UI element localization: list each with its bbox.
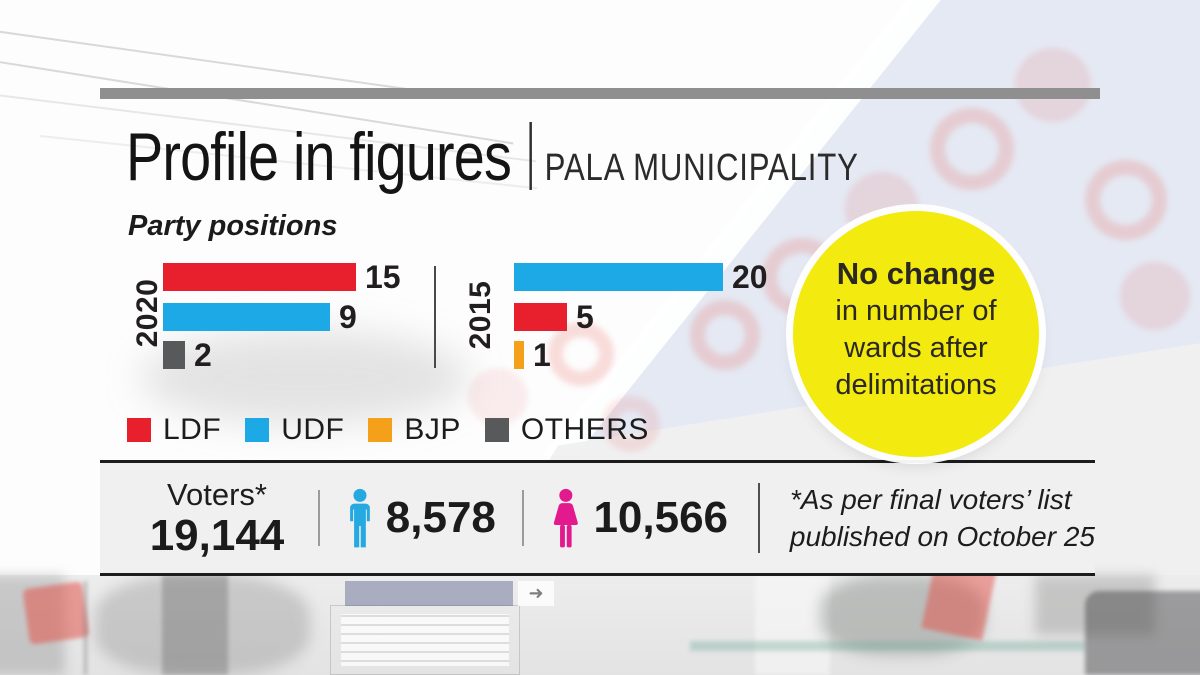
callout-text: delimitations bbox=[835, 369, 997, 401]
legend-item-udf: UDF bbox=[245, 413, 344, 447]
chart-legend: LDF UDF BJP OTHERS bbox=[127, 413, 649, 447]
legend-label: OTHERS bbox=[520, 413, 649, 446]
group-label-2020: 2020 bbox=[131, 278, 164, 348]
callout-text: in number of bbox=[835, 295, 997, 327]
footnote-line: published on October 25 bbox=[789, 521, 1095, 552]
bar-value: 2 bbox=[194, 337, 212, 373]
bar-2020-udf bbox=[163, 303, 330, 331]
legend-label: BJP bbox=[404, 413, 461, 446]
voters-footnote: *As per final voters’ list published on … bbox=[790, 481, 1095, 555]
group-label-2015: 2015 bbox=[464, 280, 497, 350]
bar-row: 1 bbox=[514, 337, 551, 373]
faded-letter-shape bbox=[930, 108, 1014, 190]
bar-row: 5 bbox=[514, 299, 594, 335]
bar-value: 20 bbox=[732, 259, 768, 295]
chart-group-divider bbox=[434, 266, 436, 368]
faded-letter-shape bbox=[468, 368, 528, 426]
legend-label: LDF bbox=[163, 413, 222, 446]
voters-total-block: Voters* 19,144 bbox=[142, 477, 292, 559]
panel-divider bbox=[318, 490, 320, 546]
street-photo-strip: ➜ bbox=[0, 557, 1200, 675]
bar-row: 15 bbox=[163, 259, 401, 295]
bar-row: 9 bbox=[163, 299, 357, 335]
faded-letter-shape bbox=[1085, 160, 1167, 240]
red-flag-shape bbox=[22, 581, 90, 645]
legend-swatch bbox=[368, 418, 393, 442]
male-icon bbox=[349, 488, 370, 547]
female-count: 10,566 bbox=[593, 493, 729, 542]
callout-text: wards after bbox=[844, 332, 988, 364]
voters-total-value: 19,144 bbox=[149, 511, 285, 560]
legend-swatch bbox=[484, 418, 509, 442]
legend-item-bjp: BJP bbox=[368, 413, 461, 447]
male-count: 8,578 bbox=[385, 493, 496, 542]
bar-2015-udf bbox=[514, 263, 723, 291]
bar-row: 20 bbox=[514, 259, 768, 295]
voters-panel: Voters* 19,144 8,578 10,566 *As per fina… bbox=[100, 460, 1095, 576]
bar-2020-others bbox=[163, 341, 185, 369]
bar-value: 15 bbox=[365, 259, 401, 295]
footnote-line: *As per final voters’ list bbox=[789, 484, 1072, 515]
pillar-shape bbox=[755, 575, 830, 675]
callout-circle: No change in number of wards after delim… bbox=[793, 211, 1039, 457]
bar-2015-bjp bbox=[514, 341, 524, 369]
bar-value: 5 bbox=[576, 299, 594, 335]
legend-swatch bbox=[245, 418, 270, 442]
voters-label: Voters* bbox=[167, 477, 267, 512]
powerline-shape bbox=[0, 28, 406, 90]
legend-swatch bbox=[127, 418, 151, 442]
notice-board-shape bbox=[330, 605, 520, 675]
bar-2020-ldf bbox=[163, 263, 356, 291]
panel-divider bbox=[758, 483, 760, 553]
pillar-shape bbox=[162, 575, 228, 675]
legend-label: UDF bbox=[281, 413, 345, 446]
bar-value: 1 bbox=[533, 337, 551, 373]
legend-item-others: OTHERS bbox=[484, 413, 649, 447]
tree-shape bbox=[95, 575, 310, 675]
callout-text-bold: No change bbox=[836, 256, 996, 291]
railing-shape bbox=[690, 641, 1085, 651]
bar-row: 2 bbox=[163, 337, 212, 373]
tree-shape bbox=[1035, 575, 1155, 635]
bus-shape bbox=[1085, 591, 1200, 675]
page-title: Profile in figures bbox=[126, 119, 512, 195]
faded-photo-shadow bbox=[140, 330, 470, 425]
female-icon bbox=[553, 488, 578, 547]
panel-divider bbox=[521, 490, 524, 546]
street-sign-shape bbox=[345, 581, 513, 606]
bar-value: 9 bbox=[339, 299, 357, 335]
chart-title: Party positions bbox=[128, 210, 338, 242]
flag-pole-shape bbox=[84, 581, 87, 675]
bar-2015-ldf bbox=[514, 303, 567, 331]
faded-letter-shape bbox=[690, 300, 760, 370]
legend-item-ldf: LDF bbox=[127, 413, 221, 447]
title-divider bbox=[529, 122, 532, 190]
top-rule bbox=[100, 88, 1100, 99]
header: Profile in figures PALA MUNICIPALITY bbox=[126, 120, 859, 194]
arrow-sign-shape: ➜ bbox=[518, 581, 554, 606]
faded-letter-shape bbox=[1120, 262, 1190, 330]
faded-letter-shape bbox=[1015, 48, 1091, 122]
page-subtitle: PALA MUNICIPALITY bbox=[544, 147, 859, 189]
